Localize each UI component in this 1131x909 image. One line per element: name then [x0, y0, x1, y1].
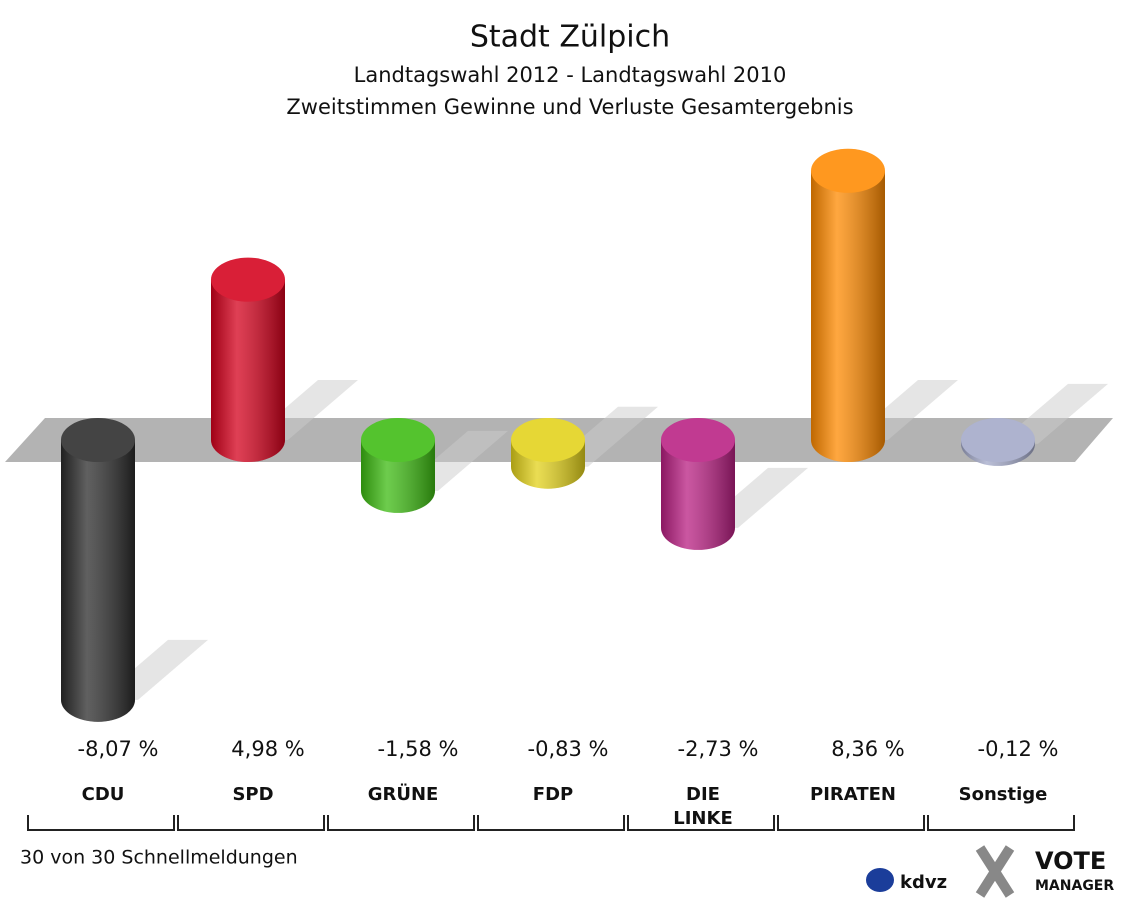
- category-bracket: [927, 815, 1075, 831]
- bar-cap-shade: [211, 257, 285, 302]
- value-label: -8,07 %: [78, 737, 159, 761]
- value-label: 8,36 %: [831, 737, 904, 761]
- logo-text: MANAGER: [1035, 878, 1114, 894]
- chart-subtitle: Landtagswahl 2012 - Landtagswahl 2010: [354, 63, 787, 87]
- bar-cap-shade: [511, 418, 585, 462]
- bar-cap-shade: [961, 418, 1035, 462]
- bar-cap-shade: [361, 418, 435, 462]
- bar-shade: [661, 440, 735, 550]
- logo-text: kdvz: [900, 872, 947, 893]
- category-label: SPD: [232, 784, 274, 805]
- value-label: -1,58 %: [378, 737, 459, 761]
- value-label: -0,83 %: [528, 737, 609, 761]
- category-label: Sonstige: [958, 784, 1048, 805]
- footnote: 30 von 30 Schnellmeldungen: [20, 847, 298, 869]
- bar-cap: [661, 418, 735, 462]
- category-label: DIE LINKE: [673, 784, 733, 829]
- bar-cap: [211, 257, 285, 302]
- category-bracket: [777, 815, 925, 831]
- bar-shade: [61, 440, 135, 722]
- category-bracket: [177, 815, 325, 831]
- category-label: FDP: [532, 784, 574, 805]
- chart-subtitle: Zweitstimmen Gewinne und Verluste Gesamt…: [286, 95, 853, 119]
- category-bracket: [627, 815, 775, 831]
- category-bracket: [27, 815, 175, 831]
- category-label: PIRATEN: [810, 784, 896, 805]
- chart-title: Stadt Zülpich: [470, 20, 670, 55]
- bar: [361, 418, 508, 513]
- bar: [811, 148, 958, 463]
- value-label: -0,12 %: [978, 737, 1059, 761]
- bar: [511, 406, 658, 489]
- logo-icon: [866, 868, 894, 892]
- value-label: 4,98 %: [231, 737, 304, 761]
- bar-cap-shade: [661, 418, 735, 462]
- bar-shade: [811, 170, 885, 463]
- bar: [661, 418, 808, 550]
- logo-text: VOTE: [1035, 847, 1106, 875]
- bar-cap: [961, 418, 1035, 462]
- bar-shade: [211, 279, 285, 462]
- bar-cap: [511, 418, 585, 462]
- category-label: GRÜNE: [367, 784, 439, 805]
- bar: [61, 418, 208, 722]
- category-bracket: [477, 815, 625, 831]
- bar: [961, 383, 1108, 466]
- bar-cap: [361, 418, 435, 462]
- category-bracket: [327, 815, 475, 831]
- logo-x: [975, 845, 1015, 898]
- bar-cap-shade: [61, 418, 135, 462]
- bar-cap: [811, 148, 885, 193]
- bar-cap: [61, 418, 135, 462]
- bar-cap-shade: [811, 148, 885, 193]
- value-label: -2,73 %: [678, 737, 759, 761]
- bar: [211, 257, 358, 462]
- category-label: CDU: [81, 784, 125, 805]
